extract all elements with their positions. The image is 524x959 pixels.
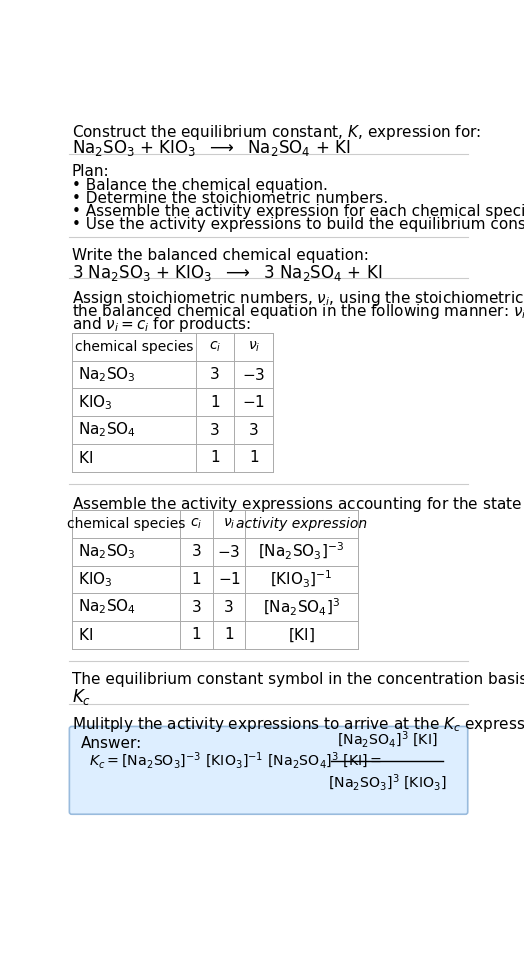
Text: $\mathrm{Na_2SO_4}$: $\mathrm{Na_2SO_4}$ <box>78 421 136 439</box>
Text: $K_c$: $K_c$ <box>72 688 91 707</box>
Text: $\mathrm{KIO_3}$: $\mathrm{KIO_3}$ <box>78 393 113 411</box>
Text: Write the balanced chemical equation:: Write the balanced chemical equation: <box>72 247 368 263</box>
Text: $\mathrm{Na_2SO_3}$: $\mathrm{Na_2SO_3}$ <box>78 543 136 561</box>
Text: 3: 3 <box>210 423 220 437</box>
Text: $[\mathrm{Na_2SO_3}]^{-3}$: $[\mathrm{Na_2SO_3}]^{-3}$ <box>258 541 345 562</box>
Text: $-3$: $-3$ <box>217 544 241 560</box>
Text: $c_i$: $c_i$ <box>190 517 203 531</box>
Text: 1: 1 <box>210 395 220 409</box>
Text: 3: 3 <box>192 544 201 559</box>
Text: $-1$: $-1$ <box>242 394 265 410</box>
Text: chemical species: chemical species <box>74 339 193 354</box>
Text: • Use the activity expressions to build the equilibrium constant expression.: • Use the activity expressions to build … <box>72 218 524 232</box>
Text: $-1$: $-1$ <box>217 572 241 588</box>
Text: • Assemble the activity expression for each chemical species.: • Assemble the activity expression for e… <box>72 204 524 220</box>
Text: Assemble the activity expressions accounting for the state of matter and $\nu_i$: Assemble the activity expressions accoun… <box>72 495 524 514</box>
Text: $[\mathrm{Na_2SO_4}]^3\ [\mathrm{KI}]$: $[\mathrm{Na_2SO_4}]^3\ [\mathrm{KI}]$ <box>337 729 438 750</box>
Text: $[\mathrm{Na_2SO_3}]^3\ [\mathrm{KIO_3}]$: $[\mathrm{Na_2SO_3}]^3\ [\mathrm{KIO_3}]… <box>328 773 446 793</box>
Text: activity expression: activity expression <box>236 517 367 531</box>
Text: 1: 1 <box>224 627 234 643</box>
Text: $-3$: $-3$ <box>242 366 266 383</box>
Text: $\mathrm{KIO_3}$: $\mathrm{KIO_3}$ <box>78 570 113 589</box>
Text: $\mathrm{Na_2SO_3}$ + $\mathrm{KIO_3}$  $\longrightarrow$  $\mathrm{Na_2SO_4}$ +: $\mathrm{Na_2SO_3}$ + $\mathrm{KIO_3}$ $… <box>72 138 350 158</box>
Text: • Determine the stoichiometric numbers.: • Determine the stoichiometric numbers. <box>72 191 388 206</box>
Text: 1: 1 <box>210 450 220 465</box>
Text: Plan:: Plan: <box>72 164 110 179</box>
Text: and $\nu_i = c_i$ for products:: and $\nu_i = c_i$ for products: <box>72 316 250 335</box>
Text: Assign stoichiometric numbers, $\nu_i$, using the stoichiometric coefficients, $: Assign stoichiometric numbers, $\nu_i$, … <box>72 289 524 308</box>
Text: 3: 3 <box>210 367 220 382</box>
Text: $[\mathrm{KI}]$: $[\mathrm{KI}]$ <box>288 626 315 643</box>
Text: chemical species: chemical species <box>67 517 185 531</box>
Text: $\nu_i$: $\nu_i$ <box>223 517 235 531</box>
Text: 3: 3 <box>192 599 201 615</box>
Text: $\mathrm{KI}$: $\mathrm{KI}$ <box>78 627 93 643</box>
Text: the balanced chemical equation in the following manner: $\nu_i = -c_i$ for react: the balanced chemical equation in the fo… <box>72 302 524 321</box>
Text: 1: 1 <box>249 450 259 465</box>
Text: $c_i$: $c_i$ <box>209 339 221 354</box>
Text: $3\ \mathrm{Na_2SO_3}$ + $\mathrm{KIO_3}$  $\longrightarrow$  $3\ \mathrm{Na_2SO: $3\ \mathrm{Na_2SO_3}$ + $\mathrm{KIO_3}… <box>72 263 382 283</box>
FancyBboxPatch shape <box>69 727 468 814</box>
Text: The equilibrium constant symbol in the concentration basis is:: The equilibrium constant symbol in the c… <box>72 672 524 687</box>
Text: 3: 3 <box>249 423 259 437</box>
Text: 1: 1 <box>192 572 201 587</box>
Text: $[\mathrm{KIO_3}]^{-1}$: $[\mathrm{KIO_3}]^{-1}$ <box>270 569 333 590</box>
Text: $\mathrm{Na_2SO_4}$: $\mathrm{Na_2SO_4}$ <box>78 597 136 617</box>
Text: 1: 1 <box>192 627 201 643</box>
Text: $\mathrm{KI}$: $\mathrm{KI}$ <box>78 450 93 466</box>
Text: • Balance the chemical equation.: • Balance the chemical equation. <box>72 178 328 193</box>
Text: $[\mathrm{Na_2SO_4}]^3$: $[\mathrm{Na_2SO_4}]^3$ <box>263 596 340 618</box>
Text: $\mathrm{Na_2SO_3}$: $\mathrm{Na_2SO_3}$ <box>78 365 136 384</box>
Text: Construct the equilibrium constant, $K$, expression for:: Construct the equilibrium constant, $K$,… <box>72 123 481 142</box>
Text: 3: 3 <box>224 599 234 615</box>
Text: $K_c = [\mathrm{Na_2SO_3}]^{-3}\ [\mathrm{KIO_3}]^{-1}\ [\mathrm{Na_2SO_4}]^3\ [: $K_c = [\mathrm{Na_2SO_3}]^{-3}\ [\mathr… <box>89 751 382 771</box>
Text: Answer:: Answer: <box>81 737 142 752</box>
Text: $\nu_i$: $\nu_i$ <box>248 339 260 354</box>
Text: Mulitply the activity expressions to arrive at the $K_c$ expression:: Mulitply the activity expressions to arr… <box>72 714 524 734</box>
